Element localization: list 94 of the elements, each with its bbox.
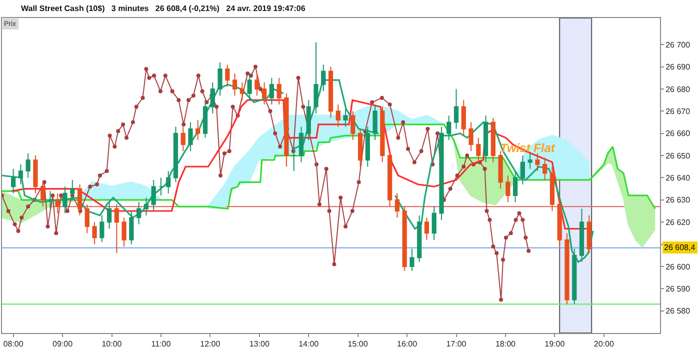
candlestick: [232, 72, 238, 96]
candlestick: [151, 179, 156, 212]
candlestick: [520, 155, 525, 185]
x-tick-label: 12:00: [200, 340, 221, 349]
candlestick: [483, 115, 488, 163]
x-tick-label: 18:00: [495, 340, 516, 349]
candlestick: [144, 197, 149, 216]
candlestick: [336, 104, 340, 128]
ref-line-label: 26 608,4: [664, 243, 696, 252]
candlestick: [298, 126, 304, 163]
candlestick: [314, 42, 318, 114]
candlestick: [579, 208, 584, 263]
candlestick: [358, 128, 363, 168]
candlestick: [269, 77, 274, 106]
candlestick: [158, 177, 164, 196]
candlestick: [572, 248, 577, 305]
x-tick-label: 10:00: [102, 340, 122, 349]
x-tick-label: 16:00: [397, 340, 418, 349]
y-tick-label: 26 600: [666, 262, 691, 272]
x-tick-label: 14:00: [298, 340, 320, 349]
candlestick: [343, 108, 348, 128]
x-tick-label: 13:00: [249, 340, 270, 349]
y-tick-label: 26 630: [666, 196, 691, 205]
x-tick-label: 19:00: [544, 340, 566, 349]
y-tick-label: 26 590: [666, 284, 691, 294]
candlestick: [388, 150, 392, 208]
candlestick: [490, 117, 496, 163]
candlestick: [432, 206, 436, 240]
candlestick: [225, 64, 230, 88]
candlestick: [196, 120, 200, 141]
x-tick-label: 09:00: [52, 340, 74, 349]
candlestick: [84, 204, 90, 234]
y-tick-label: 26 650: [666, 151, 691, 160]
candlestick: [506, 175, 510, 203]
candlestick: [306, 100, 311, 141]
candlestick: [180, 126, 186, 152]
candlestick: [498, 150, 503, 190]
candlestick: [122, 217, 126, 247]
candlestick: [461, 100, 466, 136]
candlestick: [92, 222, 97, 245]
candlestick: [40, 182, 46, 208]
line-series: [2, 124, 656, 210]
candlestick: [18, 164, 24, 185]
candlestick: [424, 217, 430, 240]
candlestick: [402, 206, 407, 272]
y-tick-label: 26 620: [666, 218, 691, 227]
x-tick-label: 15:00: [348, 340, 368, 349]
candlestick: [380, 106, 385, 163]
candlestick: [394, 192, 400, 218]
y-tick-label: 26 690: [666, 62, 691, 72]
candlestick: [417, 214, 422, 263]
y-tick-label: 26 700: [666, 40, 691, 50]
y-tick-label: 26 660: [666, 129, 691, 138]
candlestick: [542, 157, 548, 180]
candlestick: [513, 170, 518, 203]
candlestick: [129, 210, 134, 245]
candlestick: [410, 248, 414, 272]
candlestick: [350, 110, 356, 141]
candlestick: [247, 72, 252, 101]
candlestick: [276, 77, 282, 106]
x-tick-label: 20:00: [594, 340, 614, 349]
candlestick: [586, 214, 592, 254]
candlestick: [321, 64, 326, 92]
candlestick: [564, 232, 570, 305]
candlestick: [26, 152, 30, 178]
candlestick: [535, 152, 540, 172]
y-tick-label: 26 640: [666, 174, 691, 183]
candlestick: [173, 126, 178, 183]
candlestick: [528, 152, 532, 170]
y-tick-label: 26 670: [666, 106, 691, 116]
candlestick: [328, 66, 334, 118]
x-tick-label: 11:00: [151, 340, 172, 349]
candlestick: [446, 115, 452, 141]
candlestick: [114, 204, 119, 254]
chart-title: Wall Street Cash (10$) 3 minutes 26 608,4 (-0,21%) 24 avr. 2019 19:47:06: [21, 4, 306, 13]
candlestick: [454, 88, 459, 130]
candlestick: [468, 122, 474, 152]
candlestick: [106, 202, 112, 230]
candlestick: [11, 168, 16, 194]
y-tick-label: 26 580: [666, 306, 691, 316]
candlestick: [372, 104, 378, 141]
candlestick: [240, 82, 244, 101]
candlestick: [557, 197, 562, 247]
x-tick-label: 08:00: [3, 340, 24, 349]
candlestick: [218, 62, 222, 96]
candlestick: [550, 166, 555, 212]
y-tick-label: 26 680: [666, 84, 691, 94]
candlestick: [188, 122, 193, 152]
candlestick: [33, 155, 38, 194]
x-tick-label: 17:00: [446, 340, 467, 349]
candlestick: [100, 214, 104, 243]
candlestick: [166, 170, 171, 194]
candlestick: [136, 202, 142, 225]
candlestick: [476, 137, 481, 163]
